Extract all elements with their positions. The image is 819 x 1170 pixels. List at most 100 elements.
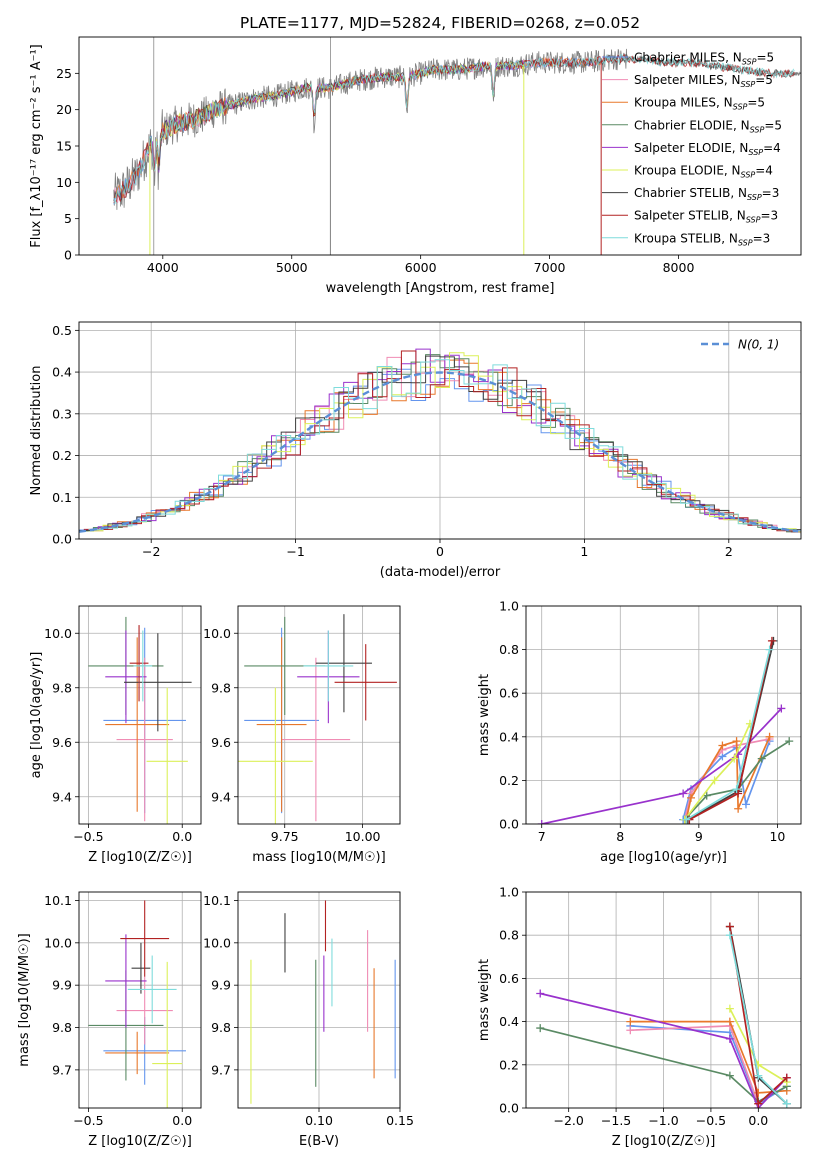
x-tick-label: 0.15 [386,1113,414,1128]
x-tick-label: 0.0 [172,1113,192,1128]
y-tick-label: 10.0 [44,626,72,641]
x-axis-label: E(B-V) [299,1134,339,1149]
x-axis-label: wavelength [Angstrom, rest frame] [326,281,555,296]
y-tick-label: 1.0 [499,885,519,900]
y-tick-label: 9.6 [52,735,72,750]
y-tick-label: 0 [64,248,72,263]
y-tick-label: 0.0 [499,1101,519,1116]
y-tick-label: 0.3 [52,406,72,421]
x-tick-label: 4000 [147,260,179,275]
x-tick-label: 8000 [663,260,695,275]
hist-chabrier-elodie [79,354,801,534]
y-tick-label: 9.4 [211,789,231,804]
y-tick-label: 0.8 [499,928,519,943]
x-axis-label: mass [log10(M/M☉)] [252,850,385,865]
errorbar-salpeter-elodie [105,934,147,1028]
mw-line-kroupa-elodie [684,723,751,821]
figure-title: PLATE=1177, MJD=52824, FIBERID=0268, z=0… [240,14,640,32]
mw-marker-salpeter-miles [626,1026,635,1035]
mw-marker-kroupa-elodie [730,754,739,763]
x-tick-label: 0 [436,544,444,559]
x-tick-label: 7 [538,829,546,844]
mw-marker-kroupa-stelib [725,931,734,940]
mw-marker-salpeter-elodie [777,704,786,713]
panel-mass-vs-Z: −0.5 0.0 9.7 9.8 9.9 10.0 10.1 Z [log10(Z/Z☉)] m… [17,891,202,1149]
y-tick-label: 1.0 [499,599,519,614]
mw-marker-chabrier-miles [742,800,750,809]
mw-marker-kroupa-stelib [732,785,741,794]
axes: 0.10 0.15 9.7 9.8 9.9 10.0 10.1 E(B-V) [203,891,414,1149]
y-tick-label: 20 [56,102,72,117]
y-tick-label: 9.8 [211,680,231,695]
mw-marker-kroupa-stelib [682,815,691,824]
y-tick-label: 0.0 [52,532,72,547]
mw-line-kroupa-miles [685,736,771,820]
mw-marker-kroupa-stelib [782,1099,791,1108]
plot-area [238,614,397,824]
legend-label-chabrier-stelib: Chabrier STELIB, NSSP=3 [634,186,779,202]
mw-marker-salpeter-stelib [734,789,743,798]
legend-label-salpeter-elodie: Salpeter ELODIE, NSSP=4 [634,141,781,157]
x-tick-label: 10.00 [345,829,381,844]
y-tick-label: 10.0 [44,935,72,950]
mw-marker-kroupa-elodie [725,1004,734,1013]
mw-marker-salpeter-stelib [782,1073,791,1082]
mw-line-salpeter-miles [683,738,770,820]
plot-area [537,636,794,824]
axes: −0.5 0.0 9.4 9.6 9.8 10.0 Z [log10(Z/Z☉)] age [… [29,605,202,865]
y-tick-label: 9.8 [52,1020,72,1035]
legend-label-chabrier-elodie: Chabrier ELODIE, NSSP=5 [634,118,782,134]
x-tick-label: 5000 [276,260,308,275]
mw-line-chabrier-miles [682,740,771,820]
x-tick-label: 2 [725,544,733,559]
panel-mass-weight-vs-age: 7 8 9 10 0.0 0.2 0.4 0.6 0.8 1.0 age [log10(age/yr… [477,599,802,865]
axes: 7 8 9 10 0.0 0.2 0.4 0.6 0.8 1.0 age [log10(age/yr… [477,599,802,865]
mw-marker-chabrier-elodie [536,1024,545,1033]
x-tick-label: −2 [142,544,160,559]
mw-marker-chabrier-elodie [725,1071,734,1080]
y-axis-label: Flux [f_λ10⁻¹⁷ erg cm⁻² s⁻¹ A⁻¹] [29,44,44,248]
legend-label-kroupa-miles: Kroupa MILES, NSSP=5 [634,96,765,112]
mw-marker-kroupa-miles [718,741,727,750]
y-tick-label: 9.9 [211,978,231,993]
errorbar-kroupa-stelib [303,630,354,702]
y-tick-label: 0.6 [499,686,519,701]
y-tick-label: 0.8 [499,642,519,657]
grid [238,892,401,1108]
y-tick-label: 10.1 [203,893,231,908]
errorbar-kroupa-elodie [152,961,183,1108]
x-tick-label: 7000 [534,260,566,275]
y-tick-label: 0.1 [52,490,72,505]
spectrum-legend: Chabrier MILES, NSSP=5 Salpeter MILES, NS… [602,51,782,247]
plot-area [250,900,396,1104]
y-axis-label: mass [log10(M/M☉)] [17,933,32,1066]
panel-age-vs-mass: 9.75 10.00 9.4 9.6 9.8 10.0 mass [log10(M/M☉)] [203,605,401,865]
legend-label-kroupa-stelib: Kroupa STELIB, NSSP=3 [634,231,770,247]
plot-area [88,900,186,1108]
mw-marker-kroupa-miles [732,737,741,746]
spectrum-kroupa-stelib [113,54,795,204]
y-tick-label: 0.6 [499,971,519,986]
x-tick-label: 8 [616,829,624,844]
axes: −2 −1 0 1 2 0.0 0.1 0.2 0.3 0.4 0.5 (data-model)/er… [29,321,802,580]
grid [79,606,201,824]
y-tick-label: 9.8 [211,1020,231,1035]
y-tick-label: 25 [56,66,72,81]
y-tick-label: 0.4 [499,729,519,744]
mw-marker-chabrier-elodie [702,791,711,800]
legend-label-salpeter-miles: Salpeter MILES, NSSP=5 [634,73,773,89]
panel-mass-weight-vs-Z: −2.0 −1.5 −1.0 −0.5 0.0 0.0 0.2 0.4 0.6 0.8 1.0 Z [… [477,885,802,1149]
hist-kroupa-stelib [88,359,801,532]
mw-marker-salpeter-elodie [537,820,546,824]
errorbar-salpeter-stelib [334,644,397,721]
axes-frame [525,605,802,825]
panel-residuals: −2 −1 0 1 2 0.0 0.1 0.2 0.3 0.4 0.5 (data-model)/er… [29,321,802,580]
errorbar-kroupa-stelib [127,955,177,1024]
y-tick-label: 10 [56,175,72,190]
y-tick-label: 9.8 [52,680,72,695]
y-tick-label: 5 [64,211,72,226]
panel-mass-vs-EBV: 0.10 0.15 9.7 9.8 9.9 10.0 10.1 E(B-V) [203,891,414,1149]
plot-area [113,37,801,255]
x-axis-label: Z [log10(Z/Z☉)] [88,1134,192,1149]
